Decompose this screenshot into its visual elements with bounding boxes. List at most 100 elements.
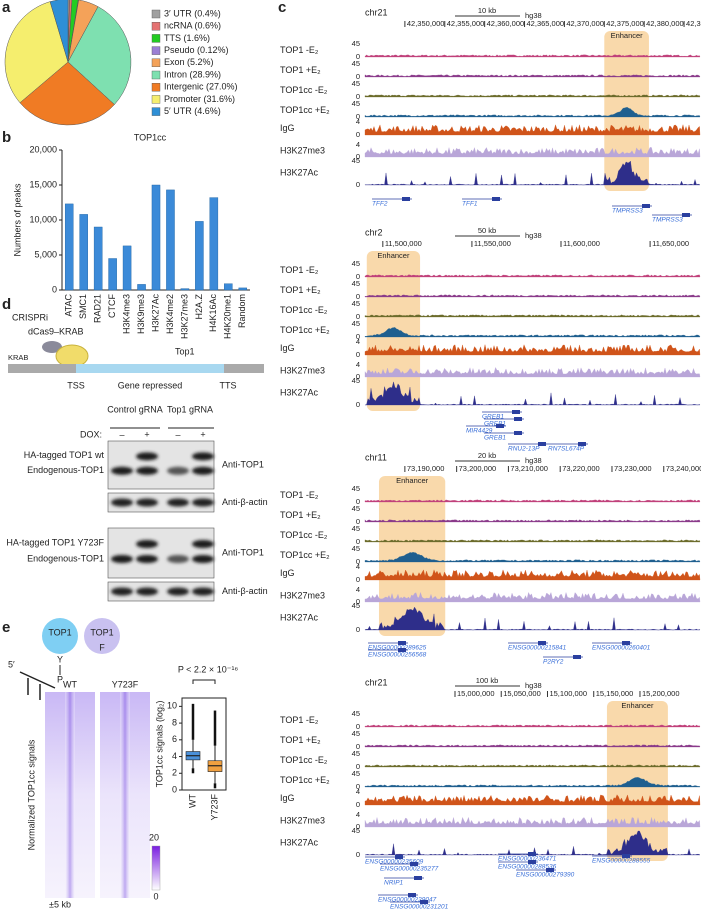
band (136, 587, 158, 596)
track-name: H3K27Ac (280, 837, 319, 847)
x-tick-label: H3K27me3 (179, 294, 189, 339)
band (111, 498, 133, 507)
signal-track (364, 147, 701, 158)
track-max: 45 (352, 769, 360, 778)
track-max: 45 (352, 484, 360, 493)
tss-label: TSS (67, 380, 85, 390)
antibody-label: Anti-β-actin (222, 586, 268, 596)
track-max: 45 (352, 79, 360, 88)
track-max: 45 (352, 524, 360, 533)
assembly: hg38 (525, 456, 542, 465)
bar (238, 287, 248, 291)
signal-track (364, 499, 701, 503)
group-label: Control gRNA (107, 404, 163, 414)
significance-bracket (192, 679, 216, 684)
legend-swatch (151, 70, 161, 80)
ruler-label: 73,200,000 (459, 464, 497, 473)
track-min: 0 (356, 722, 360, 731)
enhancer-label: Enhancer (377, 251, 410, 260)
ruler-label: 15,100,000 (549, 689, 587, 698)
repressed-label: Gene repressed (118, 380, 183, 390)
signal-track (364, 107, 701, 118)
bar (209, 197, 219, 291)
exon (512, 410, 520, 414)
gene-label: TFF1 (462, 201, 478, 208)
band (167, 498, 189, 507)
pie-slice (19, 61, 115, 126)
enhancer-label: Enhancer (611, 31, 644, 40)
track-name: TOP1cc +E₂ (280, 775, 330, 785)
group-label: Top1 gRNA (167, 404, 213, 414)
track-name: TOP1 -E₂ (280, 715, 319, 725)
x-tick-label: WT (187, 794, 197, 808)
exon (398, 648, 406, 652)
track-min: 0 (356, 130, 360, 139)
ruler-label: 11,500,000 (385, 239, 422, 248)
ruler-label: 11,650,000 (652, 239, 689, 248)
track-name: H3K27me3 (280, 590, 325, 600)
exon (514, 417, 522, 421)
gene-label: ENSG00000235609 (365, 859, 424, 866)
exon (578, 442, 586, 446)
track-min: 0 (356, 312, 360, 321)
track-max: 4 (356, 562, 360, 571)
track-name: TOP1cc +E₂ (280, 105, 330, 115)
legend-swatch (151, 82, 161, 92)
phospho-label: P (57, 674, 63, 684)
protein-label: TOP1 (48, 627, 71, 637)
track-max: 45 (352, 259, 360, 268)
crispri-title: CRISPRi (12, 312, 48, 322)
exon (514, 431, 522, 435)
colorbar (151, 845, 161, 891)
bar (166, 189, 175, 291)
track-min: 0 (356, 272, 360, 281)
dcas9 (55, 344, 89, 368)
track-min: 0 (356, 400, 360, 409)
scale-label: 50 kb (478, 226, 496, 235)
gene-label: ENSG00000256568 (368, 652, 427, 659)
antibody-label: Anti-TOP1 (222, 547, 264, 557)
track-min: 0 (356, 92, 360, 101)
track-name: IgG (280, 123, 295, 133)
bar (64, 203, 74, 291)
residue-label: Y (57, 654, 63, 664)
track-name: TOP1cc +E₂ (280, 325, 330, 335)
ruler-label: 42,360,000 (487, 19, 525, 28)
track-min: 0 (356, 292, 360, 301)
krab-label: KRAB (8, 353, 28, 362)
band (192, 452, 214, 461)
band (192, 498, 214, 507)
heatmap-column: WT (63, 679, 77, 689)
exon (528, 860, 536, 864)
band (136, 452, 158, 461)
bar (108, 258, 117, 291)
assembly: hg38 (525, 11, 542, 20)
gene-label: ENSG00000288555 (592, 858, 651, 865)
legend-label: 3′ UTR (0.4%) (164, 8, 221, 18)
track-min: 0 (356, 742, 360, 751)
ruler-label: 42,375,000 (606, 19, 644, 28)
ruler-label: 73,220,000 (562, 464, 600, 473)
track-min: 0 (356, 497, 360, 506)
gene-label: GREB1 (484, 435, 506, 442)
heatmap-center (65, 692, 75, 898)
track-max: 45 (352, 504, 360, 513)
band (167, 587, 189, 596)
signal-track (364, 294, 701, 298)
signal-track (364, 124, 701, 136)
x-tick-label: H3K27Ac (150, 294, 160, 333)
signal-track (364, 552, 701, 563)
scale-label: 10 kb (478, 6, 496, 15)
y-tick-label: 15,000 (29, 179, 57, 189)
track-max: 45 (352, 156, 360, 165)
ruler-label: 15,050,000 (503, 689, 541, 698)
exon (528, 852, 536, 856)
gene-label: ENSG00000289625 (368, 645, 427, 652)
track-max: 45 (352, 99, 360, 108)
chromosome: chr21 (365, 7, 388, 17)
band (111, 466, 133, 475)
tts-label: TTS (220, 380, 237, 390)
chromosome: chr21 (365, 677, 388, 687)
bar (122, 245, 132, 291)
